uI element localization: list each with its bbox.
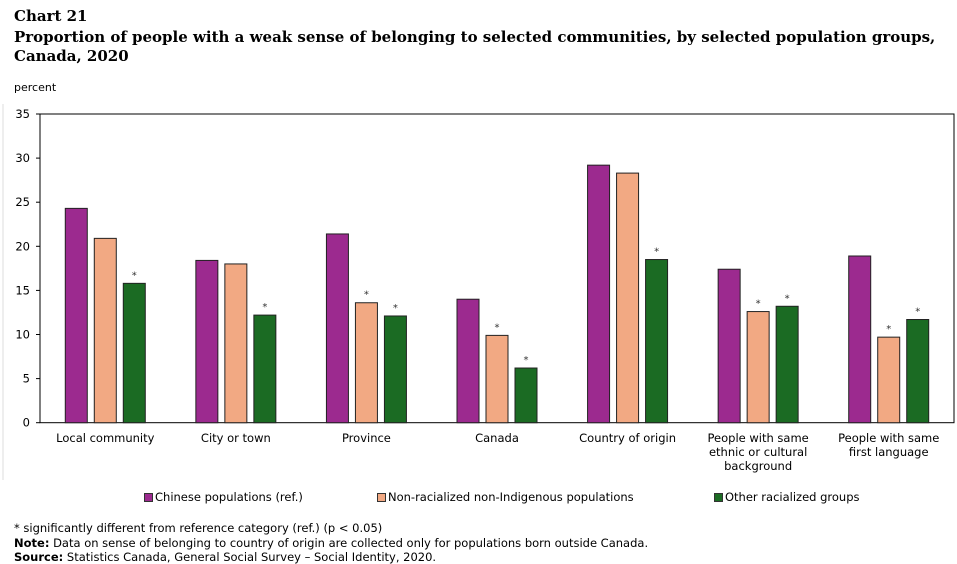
bar-1-3 <box>485 334 509 424</box>
significance-marker: * <box>364 290 369 301</box>
significance-marker: * <box>495 322 500 333</box>
x-tick-label: Country of origin <box>579 431 676 445</box>
x-tick-label: Canada <box>475 431 519 445</box>
bar-0-3 <box>456 298 480 424</box>
note-text: Data on sense of belonging to country of… <box>49 536 649 550</box>
x-tick-label: People with same <box>838 431 939 445</box>
bar-0-5 <box>717 268 741 424</box>
bar-1-2 <box>354 302 378 424</box>
significance-marker: * <box>886 324 891 335</box>
legend-label: Other racialized groups <box>725 490 860 504</box>
significance-marker: * <box>654 247 659 258</box>
significance-marker: * <box>785 293 790 304</box>
x-tick-label: ethnic or cultural <box>709 445 807 459</box>
significance-footnote: * significantly different from reference… <box>14 521 383 535</box>
bar-2-0 <box>122 282 146 424</box>
y-axis-label: percent <box>14 81 57 94</box>
note-label: Note: <box>14 536 50 550</box>
legend-label: Chinese populations (ref.) <box>155 490 303 504</box>
y-tick-label: 30 <box>15 151 30 165</box>
significance-marker: * <box>915 307 920 318</box>
y-tick-label: 10 <box>15 328 30 342</box>
source-footnote: Source: Statistics Canada, General Socia… <box>14 550 436 564</box>
x-tick-label: background <box>724 459 792 473</box>
significance-marker: * <box>132 270 137 281</box>
x-tick-label: Local community <box>56 431 155 445</box>
bar-0-1 <box>195 259 219 424</box>
chart-number: Chart 21 <box>14 7 88 25</box>
bar-1-1 <box>224 263 248 424</box>
bar-2-1 <box>253 314 277 424</box>
source-text: Statistics Canada, General Social Survey… <box>63 550 437 564</box>
x-tick-label: City or town <box>201 431 271 445</box>
legend-item: Chinese populations (ref.) <box>144 490 303 504</box>
significance-marker: * <box>262 302 267 313</box>
bar-2-2 <box>383 315 407 424</box>
chart-title: Proportion of people with a weak sense o… <box>14 28 936 65</box>
bar-2-5 <box>775 305 799 424</box>
bar-0-2 <box>325 233 349 424</box>
legend-swatch <box>144 492 153 502</box>
plot-area: 0 5 10 15 20 25 30 35 * Local community * City or t… <box>2 104 955 480</box>
significance-marker: * <box>393 303 398 314</box>
bar-2-4 <box>645 259 669 424</box>
legend-label: Non-racialized non-Indigenous population… <box>388 490 634 504</box>
legend-swatch <box>377 492 386 502</box>
source-label: Source: <box>14 550 64 564</box>
bar-0-0 <box>64 207 88 424</box>
bar-1-4 <box>616 172 640 424</box>
y-tick-label: 5 <box>23 372 30 386</box>
y-tick-label: 20 <box>15 239 30 253</box>
y-tick-label: 0 <box>23 416 30 430</box>
significance-marker: * <box>756 299 761 310</box>
significance-marker: * <box>524 355 529 366</box>
legend-item: Non-racialized non-Indigenous population… <box>377 490 634 504</box>
bar-0-4 <box>587 164 611 424</box>
bar-2-6 <box>906 319 930 424</box>
bar-1-6 <box>877 336 901 424</box>
bar-0-6 <box>848 255 872 424</box>
note-footnote: Note: Data on sense of belonging to coun… <box>14 536 648 550</box>
y-tick-label: 15 <box>15 283 30 297</box>
bar-1-0 <box>93 237 117 424</box>
y-tick-label: 35 <box>15 107 30 121</box>
bar-2-3 <box>514 367 538 424</box>
bar-1-5 <box>746 311 770 424</box>
x-tick-label: People with same <box>708 431 809 445</box>
y-tick-label: 25 <box>15 195 30 209</box>
x-tick-label: Province <box>342 431 391 445</box>
legend-item: Other racialized groups <box>714 490 860 504</box>
legend-swatch <box>714 492 723 502</box>
x-tick-label: first language <box>849 445 929 459</box>
